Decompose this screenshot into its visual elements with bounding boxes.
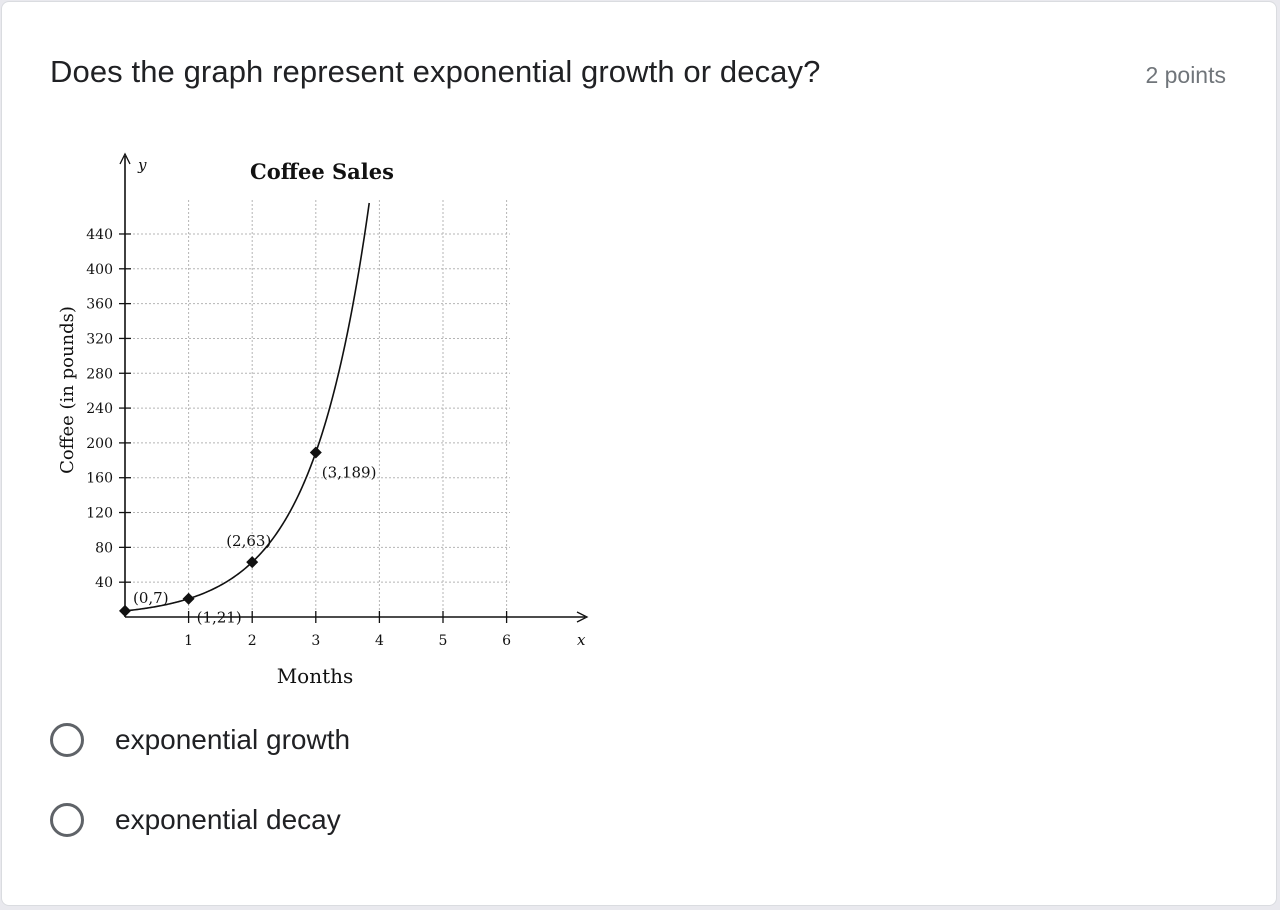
x-tick-label: 5 [439, 633, 448, 649]
points-label: 2 points [1145, 62, 1226, 88]
data-point [182, 592, 195, 605]
y-tick-label: 320 [86, 331, 113, 347]
coffee-sales-graph: 40 80 120 160 200 240 280 320 360 400 440 1 2 3 4 5 6 y x C… [57, 152, 589, 688]
y-tick-label: 120 [86, 506, 113, 522]
x-tick-label: 4 [375, 633, 384, 649]
exponential-curve [124, 202, 371, 612]
data-point-label: (1,21) [197, 609, 242, 627]
data-point-label: (2,63) [226, 532, 271, 550]
y-tick-label: 80 [95, 540, 113, 556]
y-tick-label: 40 [95, 575, 113, 591]
data-point [309, 446, 322, 459]
x-axis-arrow [576, 611, 589, 623]
option-exponential-growth[interactable]: exponential growth [50, 718, 350, 762]
chart-title: Coffee Sales [250, 159, 394, 184]
y-tick-label: 160 [86, 471, 113, 487]
y-tick-label: 280 [86, 366, 113, 382]
x-tick-label: 1 [184, 633, 193, 649]
question-title: Does the graph represent exponential gro… [50, 54, 821, 89]
y-axis-arrow [119, 152, 131, 165]
x-axis-symbol: x [577, 631, 586, 649]
x-tick-label: 2 [248, 633, 257, 649]
y-axis-symbol: y [137, 156, 147, 174]
y-tick-label: 240 [86, 401, 113, 417]
radio-button[interactable] [50, 723, 84, 757]
radio-button[interactable] [50, 803, 84, 837]
y-tick-label: 200 [86, 436, 113, 452]
data-point [246, 556, 259, 569]
y-tick-label: 400 [86, 262, 113, 278]
x-axis-label: Months [277, 664, 354, 688]
x-tick-label: 6 [502, 633, 511, 649]
data-point [119, 604, 131, 617]
y-tick-label: 440 [86, 227, 113, 243]
option-label: exponential growth [115, 724, 351, 755]
data-point-label: (0,7) [133, 589, 169, 607]
option-exponential-decay[interactable]: exponential decay [50, 798, 341, 842]
y-axis-label: Coffee (in pounds) [57, 306, 78, 474]
x-tick-label: 3 [311, 633, 320, 649]
y-tick-label: 360 [86, 297, 113, 313]
option-label: exponential decay [115, 804, 341, 835]
data-point-label: (3,189) [322, 463, 377, 481]
